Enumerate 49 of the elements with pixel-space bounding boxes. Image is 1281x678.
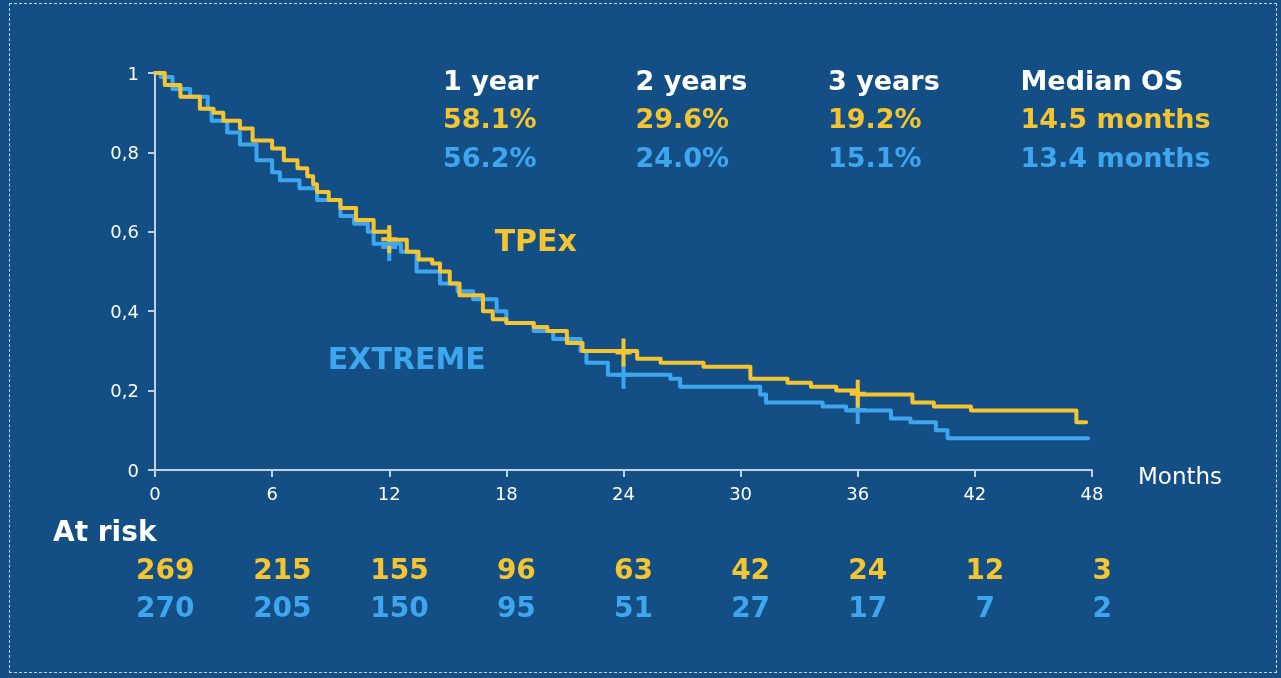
annotation: 2 years bbox=[635, 64, 748, 96]
text: 24 bbox=[848, 553, 888, 586]
text: At risk bbox=[53, 515, 157, 548]
y-tick-label: 0,6 bbox=[110, 221, 139, 243]
y-tick-label: 0,8 bbox=[110, 141, 139, 163]
text: 150 bbox=[370, 590, 429, 624]
annotation: Median OS bbox=[1020, 64, 1184, 96]
text: 7 bbox=[975, 590, 995, 624]
annotation: 19.2% bbox=[828, 103, 922, 134]
annotation: 15.1% bbox=[828, 141, 922, 173]
annotation: 3 years bbox=[828, 64, 940, 96]
text: 27 bbox=[731, 590, 771, 624]
text: 2 bbox=[1092, 590, 1112, 624]
text: 205 bbox=[253, 590, 312, 624]
text: 12 bbox=[965, 553, 1005, 586]
x-tick-label: 48 bbox=[1080, 482, 1104, 504]
text: 269 bbox=[136, 553, 195, 586]
text: 95 bbox=[496, 590, 536, 624]
y-tick-label: 1 bbox=[127, 62, 139, 84]
y-tick-label: 0,2 bbox=[110, 380, 139, 402]
text: 155 bbox=[370, 553, 429, 586]
x-axis-title: Months bbox=[1138, 462, 1223, 489]
text: 215 bbox=[253, 553, 312, 586]
x-tick-label: 42 bbox=[963, 482, 987, 504]
annotation: 24.0% bbox=[635, 141, 730, 173]
x-tick-label: 0 bbox=[149, 482, 161, 504]
x-tick-label: 18 bbox=[494, 482, 518, 504]
text: 63 bbox=[614, 553, 653, 586]
annotation: 58.1% bbox=[443, 103, 537, 134]
annotation: 29.6% bbox=[635, 103, 730, 134]
annotation: 1 year bbox=[443, 64, 539, 96]
x-tick-label: 12 bbox=[377, 482, 401, 504]
y-tick-label: 0,4 bbox=[110, 300, 139, 322]
text: 17 bbox=[848, 590, 888, 624]
text: 96 bbox=[496, 553, 536, 586]
text: 51 bbox=[614, 590, 653, 624]
x-tick-label: 6 bbox=[266, 482, 278, 504]
x-tick-label: 24 bbox=[612, 482, 635, 504]
annotation: 13.4 months bbox=[1020, 141, 1211, 173]
series-label: TPEx bbox=[494, 222, 577, 258]
x-tick-label: 30 bbox=[729, 482, 753, 504]
annotation: 56.2% bbox=[443, 141, 537, 173]
annotation: 14.5 months bbox=[1020, 103, 1211, 134]
text: 42 bbox=[731, 553, 771, 586]
text: 270 bbox=[136, 590, 195, 624]
text: 3 bbox=[1092, 553, 1112, 586]
x-tick-label: 36 bbox=[846, 482, 870, 504]
series-label: EXTREME bbox=[327, 340, 486, 376]
y-tick-label: 0 bbox=[127, 459, 139, 481]
